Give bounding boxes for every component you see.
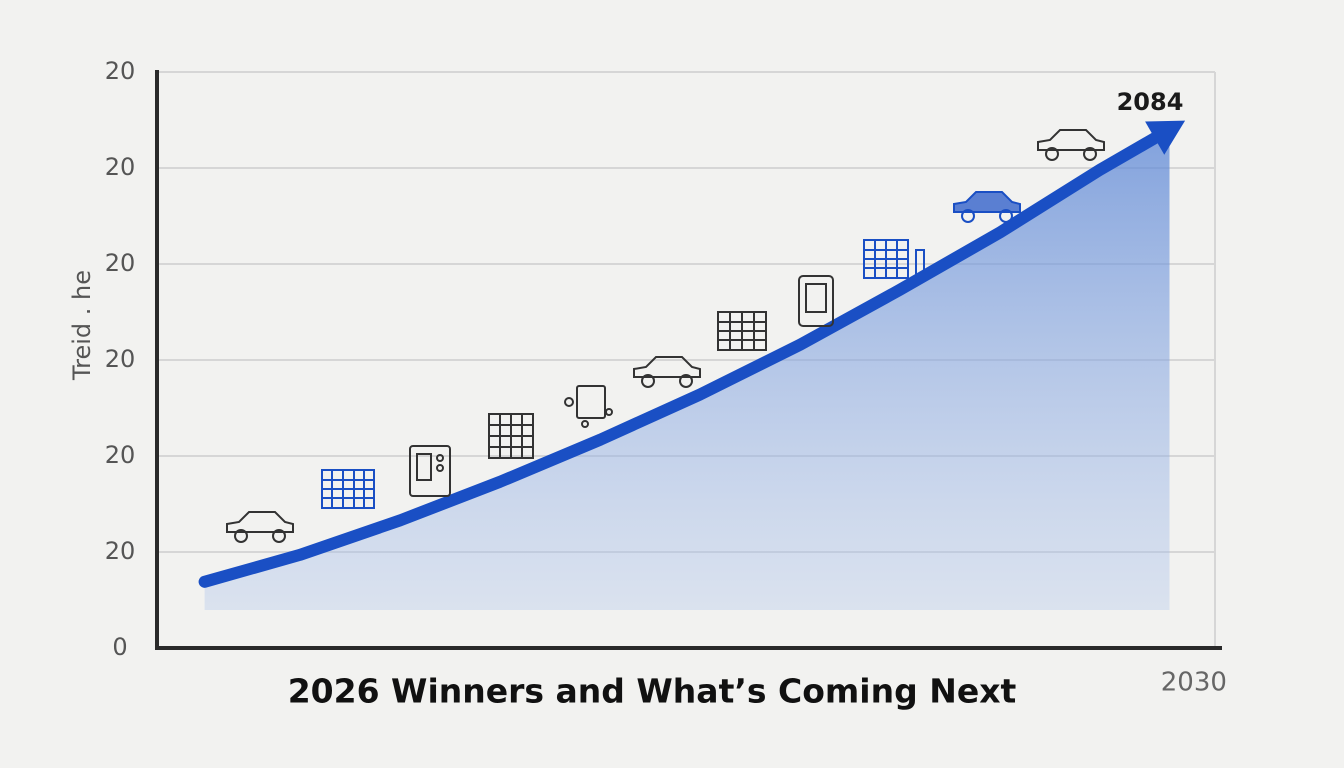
y-tick-label: 20 (105, 249, 136, 277)
y-tick-label: 0 (112, 633, 127, 661)
y-tick-label: 20 (105, 153, 136, 181)
annotation: 2084 (1117, 88, 1184, 116)
area (204, 129, 1170, 610)
y-axis-label: Treid . he (68, 270, 96, 381)
car-icon (226, 511, 294, 543)
y-tick-label: 20 (105, 537, 136, 565)
car-icon (953, 191, 1021, 223)
icons (226, 129, 1105, 543)
plot (198, 120, 1186, 610)
tablet-icon (798, 275, 834, 327)
line (198, 123, 1176, 588)
chart-title: 2026 Winners and What’s Coming Next (288, 672, 1017, 711)
car-icon (1037, 129, 1105, 161)
panel-icon (321, 469, 375, 509)
panel-icon (488, 413, 534, 459)
y-tick-label: 20 (105, 441, 136, 469)
panel-icon (717, 311, 767, 351)
arrow-head (1145, 120, 1186, 155)
y-tick-label: 20 (105, 345, 136, 373)
device-icon (564, 385, 613, 428)
device-icon (409, 445, 451, 497)
y-tick-label: 20 (105, 57, 136, 85)
car-icon (633, 356, 701, 388)
x-tick-label: 2030 (1161, 668, 1227, 698)
panel-icon (863, 239, 925, 279)
